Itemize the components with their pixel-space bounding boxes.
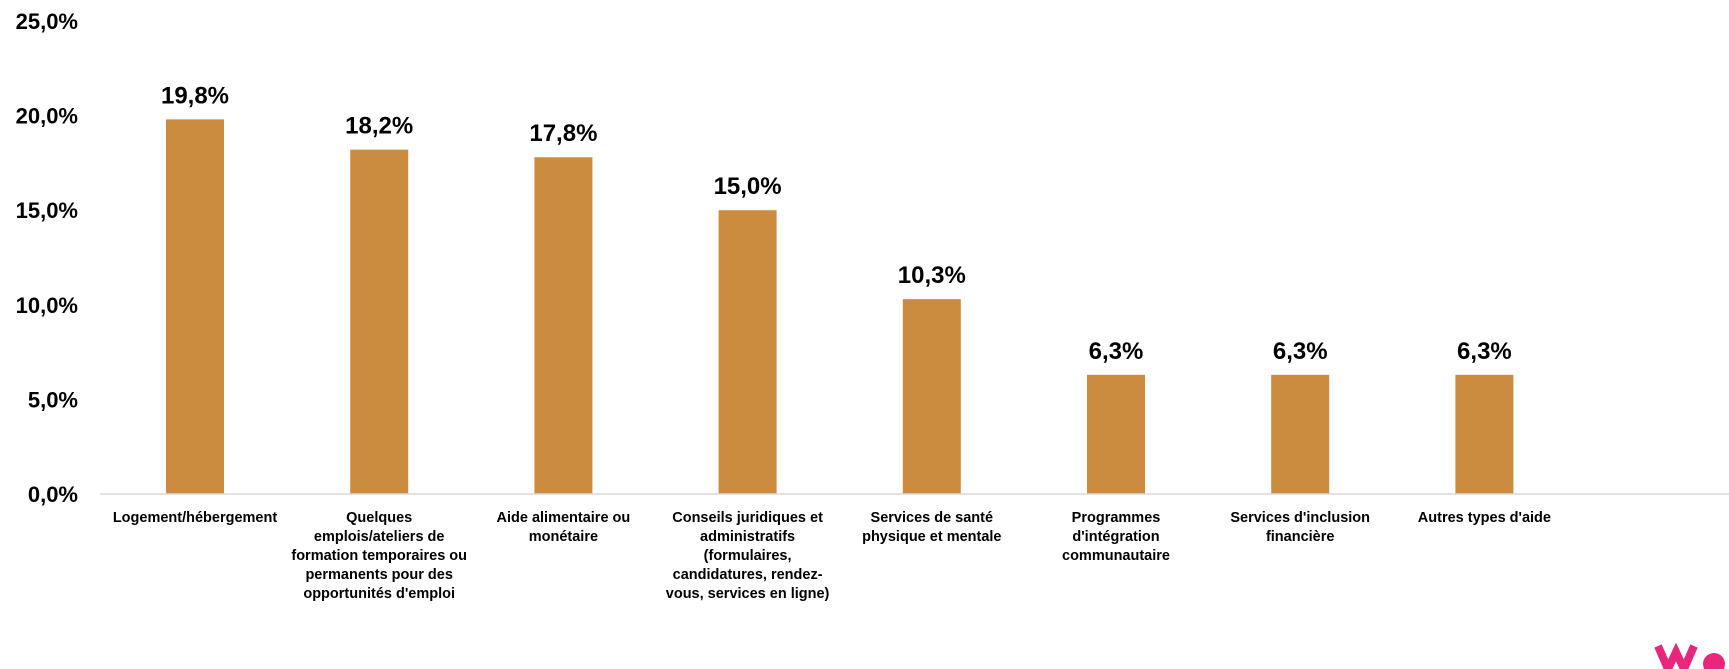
bar	[1087, 374, 1145, 494]
y-tick-label: 20,0%	[16, 104, 78, 129]
x-tick-label: Services d'inclusion financière	[1200, 509, 1400, 547]
x-tick-label: Conseils juridiques et administratifs (for…	[648, 509, 848, 604]
x-tick-label-line: vous, services en ligne)	[665, 586, 830, 602]
x-tick-label-line: Conseils juridiques et	[672, 510, 823, 526]
x-tick-label-line: formation temporaires ou	[291, 548, 467, 564]
x-tick-label-line: financière	[1265, 529, 1335, 545]
x-tick-label-line: Services de santé	[870, 510, 994, 526]
x-tick-label-line: monétaire	[528, 529, 599, 545]
x-tick-label-line: Logement/hébergement	[112, 510, 278, 526]
x-tick-label-line: physique et mentale	[862, 529, 1002, 545]
x-tick-label-line: emplois/ateliers de	[313, 529, 445, 545]
x-tick-label-line: administratifs	[700, 529, 796, 545]
x-tick-label-line: permanents pour des	[305, 567, 453, 583]
bar	[166, 119, 224, 494]
y-tick-label: 25,0%	[16, 9, 78, 34]
bar	[350, 149, 409, 494]
data-label: 15,0%	[714, 173, 782, 200]
x-tick-label: Programmes d'intégration communautaire	[1016, 509, 1216, 566]
x-tick-label: Autres types d'aide	[1384, 509, 1584, 528]
y-tick-label: 0,0%	[28, 482, 78, 507]
x-tick-label-line: Aide alimentaire ou	[496, 510, 631, 526]
x-tick-label-line: Autres types d'aide	[1417, 510, 1551, 526]
data-label: 10,3%	[898, 262, 966, 289]
x-tick-label-line: Services d'inclusion	[1230, 510, 1370, 526]
y-tick-label: 15,0%	[16, 198, 78, 223]
x-tick-label-line: Programmes	[1071, 510, 1161, 526]
data-label: 6,3%	[1273, 338, 1328, 365]
x-tick-label: Aide alimentaire ou monétaire	[463, 509, 663, 547]
x-tick-label: Logement/hébergement	[95, 509, 295, 528]
bar	[902, 299, 961, 494]
x-tick-label: Services de santé physique et mentale	[832, 509, 1032, 547]
y-tick-label: 10,0%	[16, 293, 78, 318]
x-tick-label-line: opportunités d'emploi	[303, 586, 456, 602]
data-label: 6,3%	[1457, 338, 1512, 365]
brand-logo-icon	[1648, 640, 1729, 669]
x-tick-label-line: candidatures, rendez-	[672, 567, 823, 583]
data-labels-group: 19,8% 18,2% 17,8% 15,0% 10,3% 6,3% 6,3% 6,3%	[161, 82, 1512, 364]
x-tick-label-line: d'intégration	[1072, 529, 1160, 545]
x-tick-label-line: Quelques	[346, 510, 413, 526]
y-tick-label: 5,0%	[28, 387, 78, 412]
data-label: 19,8%	[161, 82, 229, 109]
bar	[534, 157, 593, 494]
data-label: 17,8%	[529, 120, 597, 147]
data-label: 6,3%	[1089, 338, 1144, 365]
data-label: 18,2%	[345, 113, 413, 140]
bar	[718, 210, 777, 494]
x-tick-label: Quelques emplois/ateliers de formation tem…	[279, 509, 479, 604]
bars-group	[166, 119, 1514, 494]
x-tick-label-line: communautaire	[1062, 548, 1170, 564]
bar	[1455, 374, 1514, 494]
bar	[1271, 374, 1330, 494]
x-tick-label-line: (formulaires,	[703, 548, 792, 564]
y-axis-ticks: 0,0% 5,0% 10,0% 15,0% 20,0% 25,0%	[16, 9, 78, 507]
